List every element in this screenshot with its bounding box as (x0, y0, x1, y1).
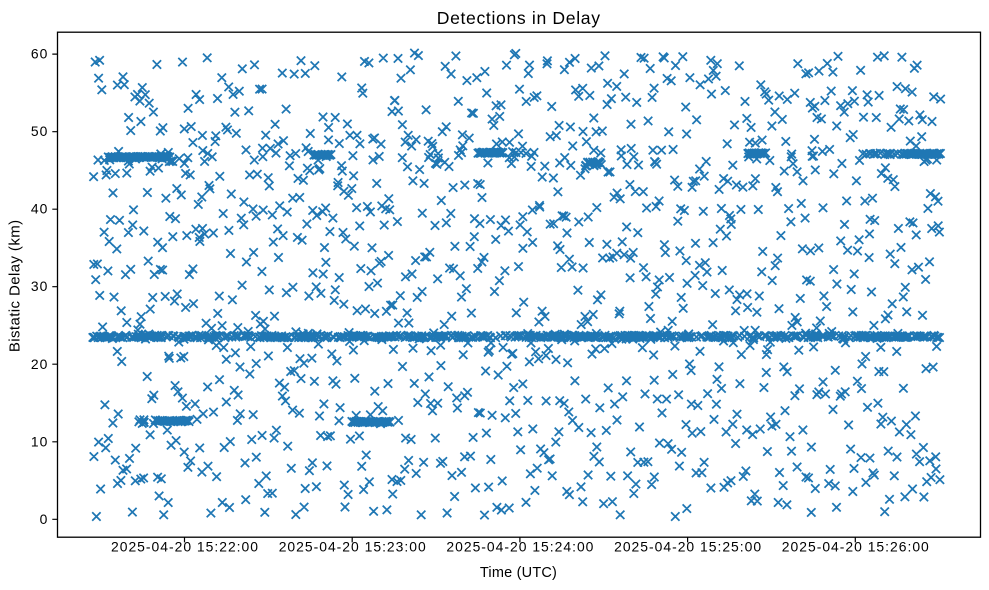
svg-text:Detections in Delay: Detections in Delay (437, 8, 601, 28)
svg-text:20: 20 (31, 356, 48, 372)
svg-text:Time (UTC): Time (UTC) (480, 565, 557, 581)
svg-text:0: 0 (40, 511, 49, 527)
svg-text:2025-04-20 15:24:00: 2025-04-20 15:24:00 (446, 538, 594, 554)
svg-text:2025-04-20 15:22:00: 2025-04-20 15:22:00 (111, 538, 259, 554)
svg-text:10: 10 (31, 433, 48, 449)
svg-text:30: 30 (31, 278, 48, 294)
svg-text:Bistatic Delay (km): Bistatic Delay (km) (7, 219, 24, 352)
svg-text:50: 50 (31, 123, 48, 139)
svg-text:40: 40 (31, 201, 48, 217)
svg-text:2025-04-20 15:26:00: 2025-04-20 15:26:00 (782, 538, 930, 554)
svg-text:2025-04-20 15:23:00: 2025-04-20 15:23:00 (279, 538, 427, 554)
svg-text:2025-04-20 15:25:00: 2025-04-20 15:25:00 (614, 538, 762, 554)
svg-text:60: 60 (31, 46, 48, 62)
